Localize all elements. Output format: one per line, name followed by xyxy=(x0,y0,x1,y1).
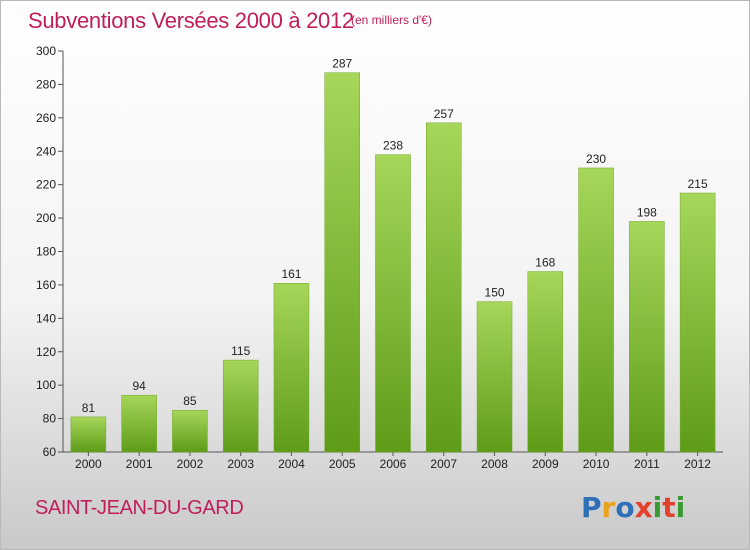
x-tick-label-2007: 2007 xyxy=(430,457,457,471)
x-tick-label-2000: 2000 xyxy=(75,457,102,471)
x-tick-label-2001: 2001 xyxy=(126,457,153,471)
x-tick-label-2012: 2012 xyxy=(684,457,711,471)
y-tick-label: 160 xyxy=(36,278,56,292)
logo-letter: r xyxy=(602,491,616,524)
chart-title: Subventions Versées 2000 à 2012 xyxy=(28,8,354,33)
value-label-2010: 230 xyxy=(586,152,606,166)
logo-letter: t xyxy=(662,491,675,524)
y-tick-label: 140 xyxy=(36,311,56,325)
proxiti-logo[interactable]: Proxiti xyxy=(579,487,709,527)
y-tick-label: 60 xyxy=(43,445,57,459)
location-name: SAINT-JEAN-DU-GARD xyxy=(35,497,244,519)
bars xyxy=(70,72,716,453)
value-label-2001: 94 xyxy=(132,379,146,393)
bar-2005 xyxy=(324,72,360,453)
x-tick-label-2008: 2008 xyxy=(481,457,508,471)
bar-2006 xyxy=(375,154,411,453)
value-label-2007: 257 xyxy=(434,107,454,121)
x-tick-label-2011: 2011 xyxy=(634,457,660,471)
logo-letter: i xyxy=(653,491,663,524)
logo-letter: P xyxy=(581,491,602,524)
x-tick-label-2004: 2004 xyxy=(278,457,305,471)
logo-letter: x xyxy=(635,491,653,524)
y-tick-label: 80 xyxy=(43,412,57,426)
value-label-2011: 198 xyxy=(637,205,657,219)
bar-2010 xyxy=(578,167,614,453)
y-tick-label: 260 xyxy=(36,111,56,125)
y-tick-label: 200 xyxy=(36,211,56,225)
bar-2004 xyxy=(273,282,310,453)
y-tick-label: 100 xyxy=(36,378,56,392)
chart-unit: (en milliers d'€) xyxy=(351,13,432,27)
bar-2000 xyxy=(70,416,107,453)
value-label-2008: 150 xyxy=(485,286,505,300)
logo-letter: o xyxy=(615,491,634,524)
bar-2011 xyxy=(629,221,665,453)
y-tick-label: 300 xyxy=(36,44,56,58)
bar-2008 xyxy=(476,301,513,453)
bar-2001 xyxy=(121,394,157,453)
value-label-2003: 115 xyxy=(231,344,250,358)
brand-wordmark: Proxiti xyxy=(581,491,685,524)
y-tick-label: 240 xyxy=(36,144,56,158)
x-tick-label-2006: 2006 xyxy=(380,457,407,471)
x-axis: 2000 2001 2002 2003 2004 2005 2006 2007 2008 2009… xyxy=(63,451,723,471)
bar-2009 xyxy=(527,271,564,453)
bar-2003 xyxy=(222,359,259,453)
x-tick-label-2005: 2005 xyxy=(329,457,356,471)
y-tick-label: 220 xyxy=(36,178,56,192)
value-label-2012: 215 xyxy=(688,177,708,191)
value-label-2006: 238 xyxy=(383,139,403,153)
bar-2012 xyxy=(679,192,716,453)
x-tick-label-2003: 2003 xyxy=(227,457,254,471)
value-labels: 81 94 85 115 161 287 238 257 150 168 230 198 215 xyxy=(82,57,708,415)
y-axis: 60 80 100 120 140 160 180 200 220 240 260 280 300 xyxy=(36,44,64,459)
value-label-2005: 287 xyxy=(332,57,352,71)
value-label-2009: 168 xyxy=(535,256,555,270)
x-tick-label-2010: 2010 xyxy=(583,457,610,471)
value-label-2002: 85 xyxy=(183,394,197,408)
value-label-2000: 81 xyxy=(82,401,96,415)
value-label-2004: 161 xyxy=(281,267,301,281)
logo-letter: i xyxy=(676,491,686,524)
x-tick-label-2009: 2009 xyxy=(532,457,559,471)
bar-2002 xyxy=(172,409,208,453)
x-tick-label-2002: 2002 xyxy=(177,457,204,471)
bar-2007 xyxy=(426,122,462,453)
y-tick-label: 280 xyxy=(36,77,56,91)
y-tick-label: 180 xyxy=(36,245,56,259)
y-tick-label: 120 xyxy=(36,345,56,359)
